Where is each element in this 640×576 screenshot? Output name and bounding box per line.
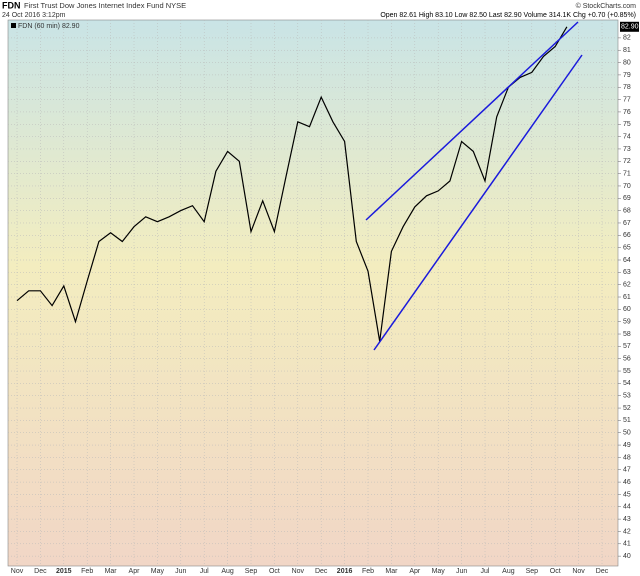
x-tick-label: Nov bbox=[292, 568, 305, 575]
x-tick-label: Jun bbox=[456, 568, 467, 575]
y-tick-label: 66 bbox=[623, 232, 631, 239]
x-tick-label: Feb bbox=[81, 568, 93, 575]
y-tick-label: 49 bbox=[623, 442, 631, 449]
legend-swatch bbox=[11, 23, 16, 28]
y-tick-label: 42 bbox=[623, 528, 631, 535]
x-tick-label: Mar bbox=[105, 568, 118, 575]
y-tick-label: 41 bbox=[623, 541, 631, 548]
y-tick-label: 60 bbox=[623, 306, 631, 313]
x-tick-label: Jul bbox=[200, 568, 209, 575]
x-tick-label: Sep bbox=[526, 568, 539, 575]
y-tick-label: 72 bbox=[623, 158, 631, 165]
y-tick-label: 69 bbox=[623, 195, 631, 202]
x-tick-label: May bbox=[432, 568, 446, 575]
y-tick-label: 43 bbox=[623, 516, 631, 523]
y-tick-label: 59 bbox=[623, 319, 631, 326]
y-tick-label: 74 bbox=[623, 133, 631, 140]
fund-name: First Trust Dow Jones Internet Index Fun… bbox=[24, 1, 186, 10]
y-tick-label: 51 bbox=[623, 417, 631, 424]
x-tick-label: Jun bbox=[175, 568, 186, 575]
y-tick-label: 76 bbox=[623, 109, 631, 116]
x-tick-label: Oct bbox=[269, 568, 280, 575]
x-tick-label: Apr bbox=[409, 568, 421, 575]
y-tick-label: 71 bbox=[623, 170, 631, 177]
x-tick-label: Apr bbox=[129, 568, 141, 575]
y-tick-label: 73 bbox=[623, 146, 631, 153]
quote: Open 82.61 High 83.10 Low 82.50 Last 82.… bbox=[380, 12, 636, 19]
symbol: FDN bbox=[2, 0, 21, 10]
y-tick-label: 44 bbox=[623, 504, 631, 511]
x-tick-label: Sep bbox=[245, 568, 258, 575]
x-tick-label: Mar bbox=[385, 568, 398, 575]
y-tick-label: 58 bbox=[623, 331, 631, 338]
y-tick-label: 50 bbox=[623, 430, 631, 437]
x-tick-label: Nov bbox=[11, 568, 24, 575]
x-tick-label: Dec bbox=[315, 568, 328, 575]
x-tick-label: Jul bbox=[481, 568, 490, 575]
y-tick-label: 61 bbox=[623, 294, 631, 301]
y-tick-label: 78 bbox=[623, 84, 631, 91]
trend-line bbox=[365, 21, 579, 221]
y-tick-label: 82 bbox=[623, 35, 631, 42]
y-tick-label: 75 bbox=[623, 121, 631, 128]
y-tick-label: 56 bbox=[623, 356, 631, 363]
y-tick-label: 79 bbox=[623, 72, 631, 79]
y-tick-label: 68 bbox=[623, 207, 631, 214]
x-tick-label: Dec bbox=[34, 568, 47, 575]
x-tick-label: May bbox=[151, 568, 165, 575]
y-tick-label: 67 bbox=[623, 220, 631, 227]
y-tick-label: 81 bbox=[623, 47, 631, 54]
y-tick-label: 80 bbox=[623, 59, 631, 66]
date: 24 Oct 2016 3:12pm bbox=[2, 12, 66, 19]
last-price-label: 82.90 bbox=[621, 24, 639, 31]
y-tick-label: 47 bbox=[623, 467, 631, 474]
y-tick-label: 52 bbox=[623, 405, 631, 412]
y-tick-label: 65 bbox=[623, 244, 631, 251]
x-tick-label: Dec bbox=[596, 568, 609, 575]
x-tick-label: Aug bbox=[502, 568, 515, 575]
last-price-box bbox=[620, 21, 639, 32]
y-tick-label: 54 bbox=[623, 380, 631, 387]
x-tick-label: 2016 bbox=[337, 568, 353, 575]
source: © StockCharts.com bbox=[576, 2, 637, 10]
y-tick-label: 55 bbox=[623, 368, 631, 375]
legend: FDN (60 min) 82.90 bbox=[18, 23, 80, 30]
y-tick-label: 63 bbox=[623, 269, 631, 276]
y-tick-label: 40 bbox=[623, 553, 631, 560]
y-tick-label: 57 bbox=[623, 343, 631, 350]
x-tick-label: Oct bbox=[550, 568, 561, 575]
x-tick-label: Feb bbox=[362, 568, 374, 575]
grid bbox=[8, 20, 618, 566]
trend-line bbox=[373, 54, 583, 351]
y-tick-label: 77 bbox=[623, 96, 631, 103]
x-tick-label: Nov bbox=[572, 568, 585, 575]
y-tick-label: 48 bbox=[623, 454, 631, 461]
x-tick-label: 2015 bbox=[56, 568, 72, 575]
y-tick-label: 45 bbox=[623, 491, 631, 498]
marks bbox=[16, 26, 568, 342]
y-tick-label: 53 bbox=[623, 393, 631, 400]
plot-area bbox=[7, 19, 619, 567]
y-tick-label: 46 bbox=[623, 479, 631, 486]
y-tick-label: 70 bbox=[623, 183, 631, 190]
price-line bbox=[16, 26, 568, 342]
y-tick-label: 64 bbox=[623, 257, 631, 264]
x-tick-label: Aug bbox=[221, 568, 234, 575]
y-tick-label: 62 bbox=[623, 282, 631, 289]
